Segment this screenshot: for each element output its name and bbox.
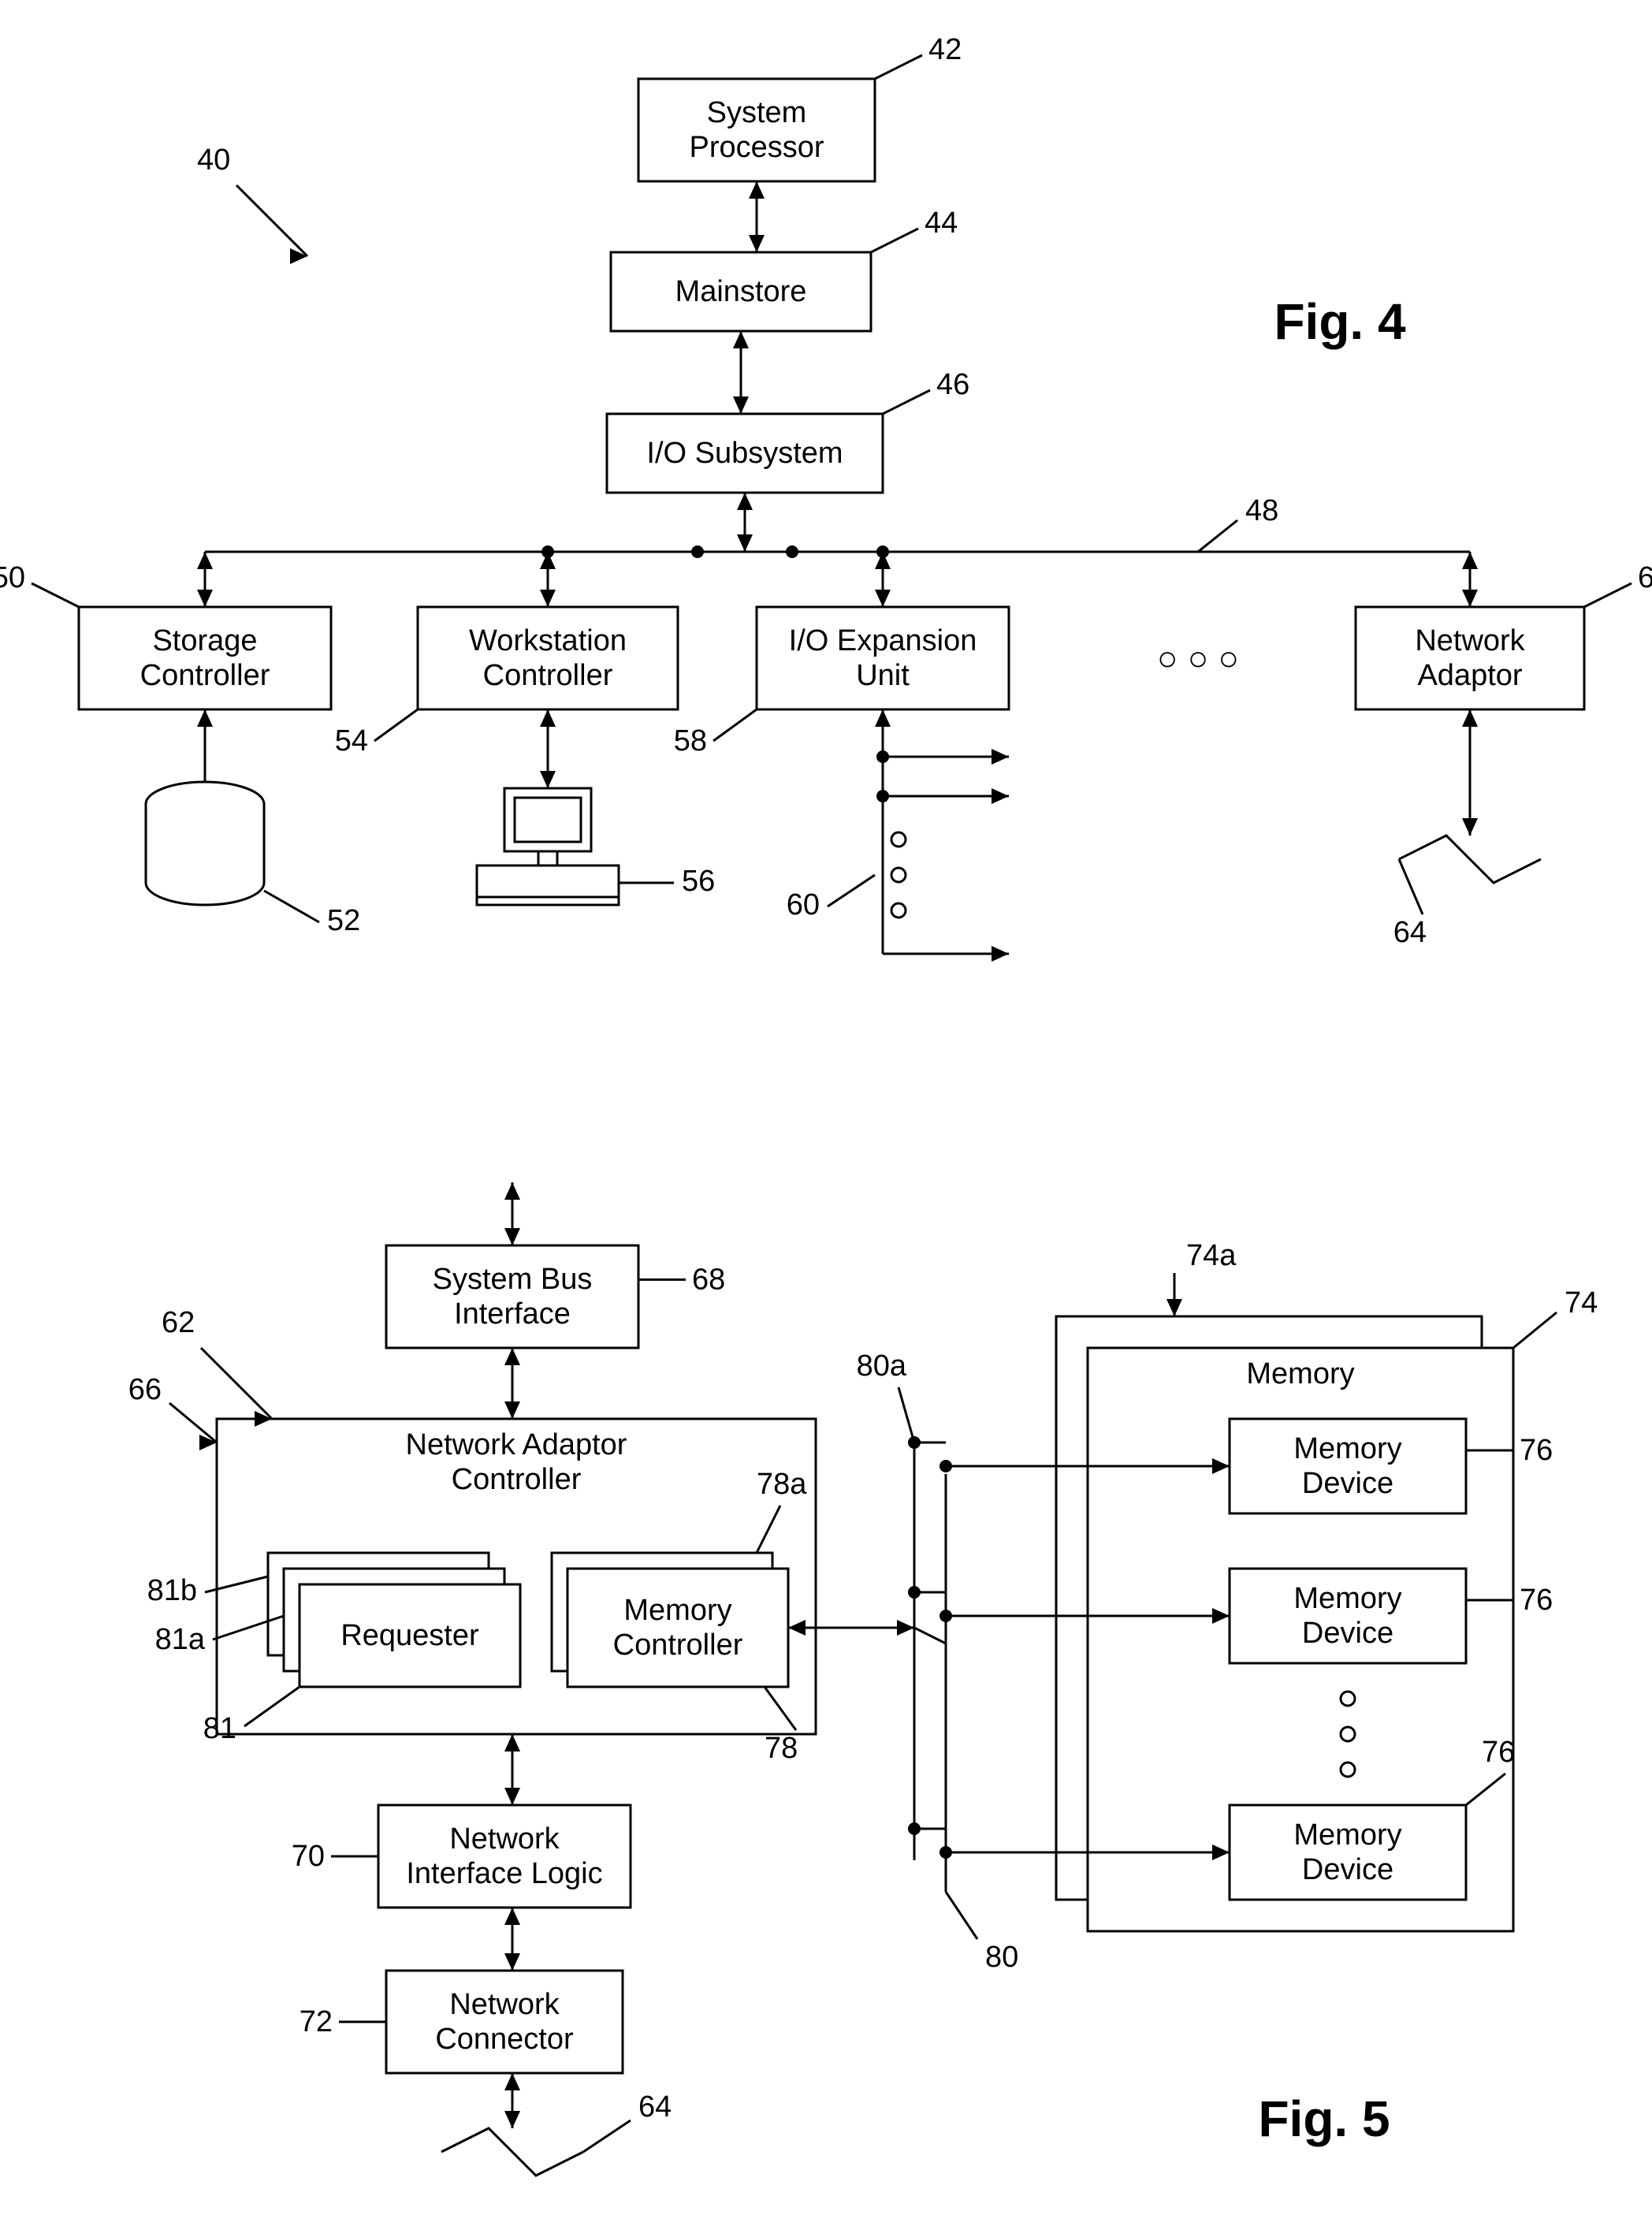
svg-text:Connector: Connector xyxy=(435,2023,574,2056)
svg-text:Adaptor: Adaptor xyxy=(1417,659,1522,692)
svg-text:Controller: Controller xyxy=(140,659,270,692)
svg-text:Memory: Memory xyxy=(623,1594,731,1627)
svg-text:Device: Device xyxy=(1302,1617,1393,1650)
svg-text:Fig. 4: Fig. 4 xyxy=(1274,293,1406,350)
svg-text:Network Adaptor: Network Adaptor xyxy=(406,1428,627,1461)
svg-text:72: 72 xyxy=(300,2005,333,2038)
svg-text:Interface: Interface xyxy=(454,1297,571,1331)
svg-text:I/O Expansion: I/O Expansion xyxy=(789,624,977,657)
svg-text:58: 58 xyxy=(674,724,707,758)
svg-text:74a: 74a xyxy=(1186,1239,1237,1272)
svg-text:Storage: Storage xyxy=(152,624,257,657)
svg-text:54: 54 xyxy=(335,724,368,758)
svg-text:Mainstore: Mainstore xyxy=(675,275,807,308)
svg-text:70: 70 xyxy=(292,1840,325,1873)
svg-text:Fig. 5: Fig. 5 xyxy=(1258,2090,1390,2147)
svg-text:42: 42 xyxy=(928,33,962,66)
svg-text:Processor: Processor xyxy=(689,131,824,164)
svg-text:Device: Device xyxy=(1302,1853,1393,1886)
svg-text:50: 50 xyxy=(0,561,25,594)
svg-text:78: 78 xyxy=(765,1732,798,1765)
svg-text:Network: Network xyxy=(1415,624,1525,657)
svg-text:60: 60 xyxy=(787,888,820,921)
svg-text:48: 48 xyxy=(1245,494,1278,527)
svg-text:Interface Logic: Interface Logic xyxy=(406,1857,602,1890)
svg-text:Controller: Controller xyxy=(452,1463,582,1496)
svg-text:74: 74 xyxy=(1565,1286,1598,1320)
svg-text:I/O Subsystem: I/O Subsystem xyxy=(646,437,843,470)
svg-text:Network: Network xyxy=(449,1988,560,2021)
svg-text:76: 76 xyxy=(1482,1736,1515,1769)
svg-text:62: 62 xyxy=(162,1306,195,1339)
svg-text:○ ○ ○: ○ ○ ○ xyxy=(1157,639,1239,678)
svg-text:64: 64 xyxy=(1393,916,1427,949)
svg-text:Controller: Controller xyxy=(613,1629,743,1662)
svg-text:68: 68 xyxy=(692,1263,725,1296)
svg-text:40: 40 xyxy=(197,143,230,177)
svg-text:76: 76 xyxy=(1520,1584,1553,1617)
svg-text:System: System xyxy=(707,96,807,129)
svg-text:46: 46 xyxy=(936,368,969,401)
svg-text:81: 81 xyxy=(203,1712,236,1745)
svg-text:80: 80 xyxy=(985,1941,1018,1974)
svg-text:76: 76 xyxy=(1520,1434,1553,1467)
svg-text:52: 52 xyxy=(327,904,360,937)
svg-text:44: 44 xyxy=(925,207,958,240)
svg-text:Memory: Memory xyxy=(1293,1818,1401,1852)
svg-text:Memory: Memory xyxy=(1293,1582,1401,1615)
svg-text:Workstation: Workstation xyxy=(469,624,627,657)
svg-text:Network: Network xyxy=(449,1822,560,1856)
svg-text:66: 66 xyxy=(128,1373,162,1406)
svg-text:System Bus: System Bus xyxy=(433,1263,593,1296)
svg-text:78a: 78a xyxy=(757,1468,807,1501)
svg-text:Requester: Requester xyxy=(340,1619,479,1652)
svg-text:80a: 80a xyxy=(857,1349,907,1383)
svg-text:Memory: Memory xyxy=(1293,1432,1401,1465)
svg-text:Memory: Memory xyxy=(1246,1357,1354,1390)
svg-text:81a: 81a xyxy=(155,1623,206,1656)
svg-text:56: 56 xyxy=(682,865,715,898)
svg-text:Controller: Controller xyxy=(483,659,613,692)
svg-text:64: 64 xyxy=(638,2090,672,2124)
svg-text:Unit: Unit xyxy=(856,659,910,692)
svg-text:Device: Device xyxy=(1302,1467,1393,1500)
svg-text:62: 62 xyxy=(1638,561,1652,594)
svg-text:81b: 81b xyxy=(147,1574,197,1607)
